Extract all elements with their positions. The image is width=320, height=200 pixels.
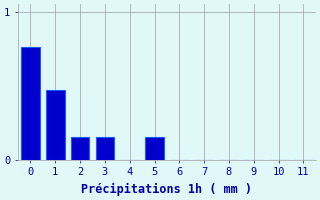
Bar — [145, 137, 164, 160]
X-axis label: Précipitations 1h ( mm ): Précipitations 1h ( mm ) — [82, 183, 252, 196]
Bar — [46, 90, 65, 160]
Bar — [71, 137, 89, 160]
Bar — [96, 137, 114, 160]
Bar — [21, 47, 40, 160]
